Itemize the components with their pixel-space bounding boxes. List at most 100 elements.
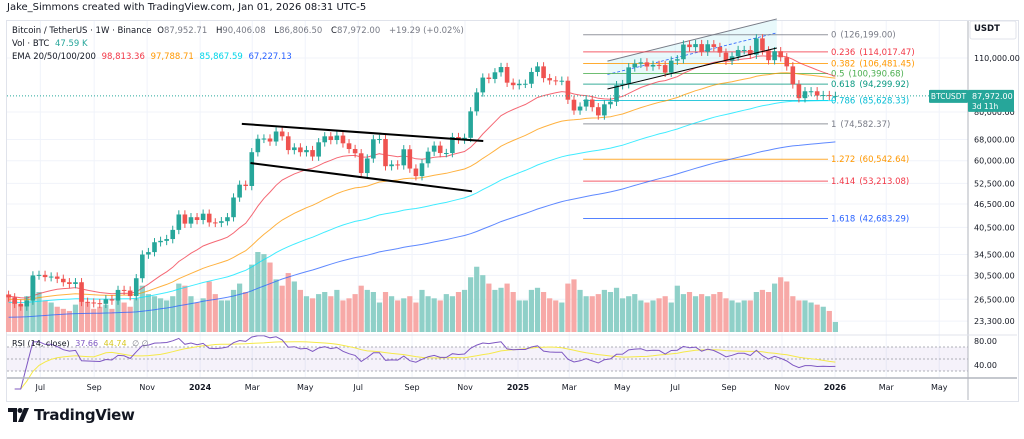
candle-body bbox=[407, 149, 413, 169]
volume-bar bbox=[133, 298, 139, 332]
volume-bar bbox=[316, 294, 322, 332]
candle-body bbox=[687, 44, 692, 48]
volume-label[interactable]: Vol · BTC bbox=[12, 39, 50, 49]
candle-body bbox=[194, 217, 200, 220]
price-tick-label: 110,000.00 bbox=[974, 54, 1020, 63]
price-tick-label: 40,500.00 bbox=[974, 223, 1015, 232]
time-tick-label: Sep bbox=[722, 383, 737, 392]
candle-body bbox=[377, 139, 382, 141]
volume-bar bbox=[151, 296, 158, 332]
ema-label[interactable]: EMA 20/50/100/200 bbox=[12, 52, 96, 62]
rising-channel-bottom-line[interactable] bbox=[607, 47, 777, 90]
volume-bar bbox=[121, 302, 127, 332]
falling-channel-bottom-line[interactable] bbox=[250, 162, 473, 193]
volume-bar bbox=[583, 296, 589, 332]
time-tick-label: Nov bbox=[457, 383, 473, 392]
rsi-line bbox=[14, 335, 836, 390]
volume-bar bbox=[620, 298, 626, 332]
price-tick-label: 34,500.00 bbox=[974, 251, 1015, 260]
candle-body bbox=[766, 50, 771, 61]
volume-bar bbox=[565, 283, 571, 332]
candle-body bbox=[535, 66, 540, 72]
volume-bar bbox=[741, 300, 747, 332]
volume-bar bbox=[644, 302, 650, 332]
candle-body bbox=[212, 222, 218, 224]
fib-level-price: (100,390.68) bbox=[849, 69, 904, 79]
volume-bar bbox=[826, 310, 832, 332]
volume-bar bbox=[346, 298, 352, 332]
volume-bar bbox=[547, 298, 553, 332]
volume-bar bbox=[717, 292, 723, 332]
candle-body bbox=[346, 143, 352, 150]
volume-bar bbox=[24, 296, 30, 332]
candle-body bbox=[644, 62, 650, 67]
volume-bar bbox=[285, 273, 291, 332]
volume-bar bbox=[139, 285, 145, 332]
volume-bar bbox=[261, 254, 267, 332]
volume-bar bbox=[431, 298, 437, 332]
candle-body bbox=[468, 111, 473, 138]
volume-bar bbox=[443, 294, 449, 332]
candle-body bbox=[808, 91, 814, 93]
volume-bar bbox=[461, 289, 468, 332]
volume-bar bbox=[60, 308, 66, 332]
rsi-tick-label: 40.00 bbox=[974, 361, 997, 370]
candle-body bbox=[298, 147, 303, 153]
volume-bar bbox=[778, 277, 784, 332]
fib-level-label: 0 bbox=[831, 31, 836, 41]
volume-bar bbox=[832, 321, 838, 332]
time-tick-label: Mar bbox=[245, 383, 261, 392]
candle-body bbox=[705, 44, 711, 52]
candle-body bbox=[474, 92, 480, 112]
volume-bar bbox=[790, 296, 796, 332]
candle-body bbox=[711, 44, 717, 47]
volume-bar bbox=[759, 289, 766, 332]
volume-bar bbox=[577, 289, 583, 332]
rsi-label[interactable]: RSI (14, close) bbox=[12, 339, 70, 348]
volume-bar bbox=[334, 289, 340, 332]
candle-body bbox=[516, 83, 522, 86]
tradingview-logo-icon bbox=[8, 408, 29, 422]
volume-bar bbox=[498, 287, 504, 332]
candle-body bbox=[389, 164, 394, 167]
time-tick-label: Nov bbox=[774, 383, 790, 392]
candle-body bbox=[231, 197, 236, 218]
volume-bar bbox=[382, 292, 389, 332]
candle-body bbox=[772, 51, 777, 61]
volume-value: 47.59 K bbox=[55, 39, 88, 49]
volume-bar bbox=[504, 283, 510, 332]
candle-body bbox=[267, 138, 273, 142]
volume-bar bbox=[802, 300, 808, 332]
tradingview-logo[interactable]: TradingView bbox=[8, 406, 135, 424]
candle-body bbox=[656, 64, 662, 66]
currency-label[interactable]: USDT bbox=[974, 24, 1000, 34]
candle-body bbox=[164, 239, 169, 241]
last-price-tag[interactable] bbox=[968, 89, 1014, 112]
symbol-price-tag[interactable] bbox=[929, 89, 968, 103]
volume-bar bbox=[814, 304, 820, 332]
volume-bar bbox=[589, 296, 595, 332]
volume-bar bbox=[656, 298, 662, 332]
volume-bar bbox=[48, 302, 54, 332]
candle-body bbox=[492, 72, 498, 79]
volume-bar bbox=[753, 292, 759, 332]
volume-bar bbox=[419, 289, 425, 332]
candle-body bbox=[620, 84, 625, 86]
candle-body bbox=[304, 150, 309, 153]
candle-body bbox=[559, 80, 565, 82]
rsi-legend: RSI (14, close) 37.66 44.74 ∅ ∅ bbox=[12, 339, 152, 348]
volume-bar bbox=[480, 275, 486, 332]
bar-countdown: 3d 11h bbox=[972, 102, 998, 111]
candle-body bbox=[12, 297, 17, 304]
candle-body bbox=[632, 63, 638, 68]
volume-bar bbox=[765, 292, 772, 332]
candle-body bbox=[693, 44, 698, 48]
volume-bar bbox=[279, 285, 285, 332]
close-value: 87,972.00 bbox=[336, 26, 381, 36]
symbol-title[interactable]: Bitcoin / TetherUS · 1W · Binance bbox=[12, 26, 152, 36]
volume-bar bbox=[680, 294, 687, 332]
candle-body bbox=[510, 82, 516, 86]
falling-channel-top-line[interactable] bbox=[241, 122, 484, 143]
candle-body bbox=[170, 229, 176, 240]
